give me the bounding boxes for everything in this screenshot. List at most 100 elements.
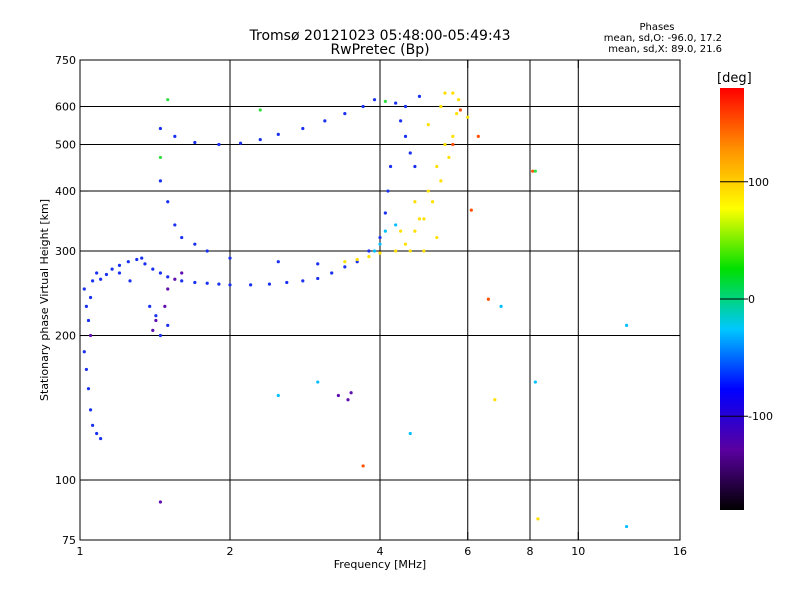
page-title: Tromsø 20121023 05:48:00-05:49:43 <box>249 28 511 44</box>
data-point <box>343 265 347 269</box>
data-point <box>346 398 350 402</box>
data-point <box>361 464 365 468</box>
data-point <box>166 275 170 279</box>
data-point <box>173 223 177 227</box>
data-point <box>158 333 163 338</box>
colorbar-tick-label: -100 <box>748 410 773 423</box>
data-point <box>205 281 209 285</box>
data-point <box>228 256 232 260</box>
data-point <box>91 279 95 283</box>
data-point <box>276 132 280 136</box>
data-point <box>323 119 327 123</box>
data-point <box>154 318 158 323</box>
data-point <box>439 179 443 183</box>
data-point <box>383 211 387 215</box>
data-point <box>469 208 473 212</box>
data-point <box>343 260 347 264</box>
data-point <box>408 431 412 436</box>
y-tick-label: 600 <box>55 101 76 114</box>
data-point <box>476 134 480 138</box>
data-point <box>403 242 408 246</box>
data-point <box>451 91 455 95</box>
data-point <box>126 260 130 264</box>
data-point <box>361 104 365 109</box>
data-point <box>158 155 163 160</box>
data-point <box>180 279 184 283</box>
data-point <box>367 255 371 259</box>
x-tick-label: 8 <box>527 545 534 558</box>
data-point <box>536 517 540 521</box>
data-point <box>383 99 387 103</box>
data-point <box>355 257 359 262</box>
data-point <box>349 391 353 395</box>
data-point <box>205 249 209 253</box>
data-point <box>466 115 470 119</box>
data-point <box>143 262 147 266</box>
data-point <box>180 271 184 275</box>
data-point <box>95 271 99 275</box>
data-point <box>399 229 403 233</box>
y-tick-label: 400 <box>55 185 76 198</box>
data-point <box>394 101 398 105</box>
x-tick-label: 16 <box>673 545 687 558</box>
data-point <box>301 126 305 131</box>
data-point <box>316 276 320 281</box>
page-subtitle: RwPretec (Bp) <box>330 42 430 58</box>
data-point <box>408 151 412 155</box>
data-point <box>238 141 243 145</box>
data-point <box>533 169 537 173</box>
data-point <box>403 104 408 109</box>
x-tick-label: 4 <box>377 545 384 558</box>
data-point <box>163 304 167 309</box>
data-point <box>140 256 144 260</box>
data-point <box>378 251 382 255</box>
data-point <box>86 387 91 391</box>
data-point <box>267 282 272 286</box>
y-tick-label: 750 <box>55 54 76 67</box>
data-point <box>166 200 170 204</box>
y-tick-label: 500 <box>55 139 76 152</box>
data-point <box>91 423 95 427</box>
data-point <box>95 431 99 436</box>
data-point <box>173 277 177 281</box>
data-point <box>388 164 393 169</box>
colorbar-unit-label: [deg] <box>717 71 752 86</box>
data-point <box>443 91 447 95</box>
x-tick-label: 10 <box>571 545 585 558</box>
data-point <box>82 350 86 354</box>
y-tick-label: 100 <box>55 474 76 487</box>
data-point <box>84 304 88 309</box>
data-point <box>173 134 177 138</box>
data-point <box>336 393 340 398</box>
data-point <box>110 267 114 271</box>
y-tick-label: 300 <box>55 245 76 258</box>
data-point <box>426 189 430 193</box>
data-point <box>533 380 537 384</box>
data-point <box>135 257 139 262</box>
phases-o-mode-stats: mean, sd,O: -96.0, 17.2 <box>603 33 722 44</box>
data-point <box>301 279 305 283</box>
data-point <box>217 142 221 147</box>
data-point <box>88 295 93 300</box>
data-point <box>422 217 426 221</box>
x-tick-label: 2 <box>227 545 234 558</box>
data-point <box>499 304 503 309</box>
data-point <box>84 367 88 372</box>
data-point <box>443 142 447 147</box>
data-point <box>493 398 497 402</box>
phases-heading: Phases <box>639 22 675 33</box>
data-point <box>128 279 132 283</box>
data-point <box>439 104 443 109</box>
data-points <box>82 91 629 529</box>
data-point <box>276 260 280 264</box>
colorbar-ticks: 100 0 -100 <box>720 176 773 423</box>
data-point <box>158 500 163 504</box>
data-point <box>316 380 320 384</box>
data-point <box>228 283 232 287</box>
data-point <box>367 249 371 253</box>
data-point <box>330 271 334 275</box>
data-point <box>451 134 455 138</box>
data-point <box>193 280 197 285</box>
x-tick-label: 6 <box>464 545 471 558</box>
